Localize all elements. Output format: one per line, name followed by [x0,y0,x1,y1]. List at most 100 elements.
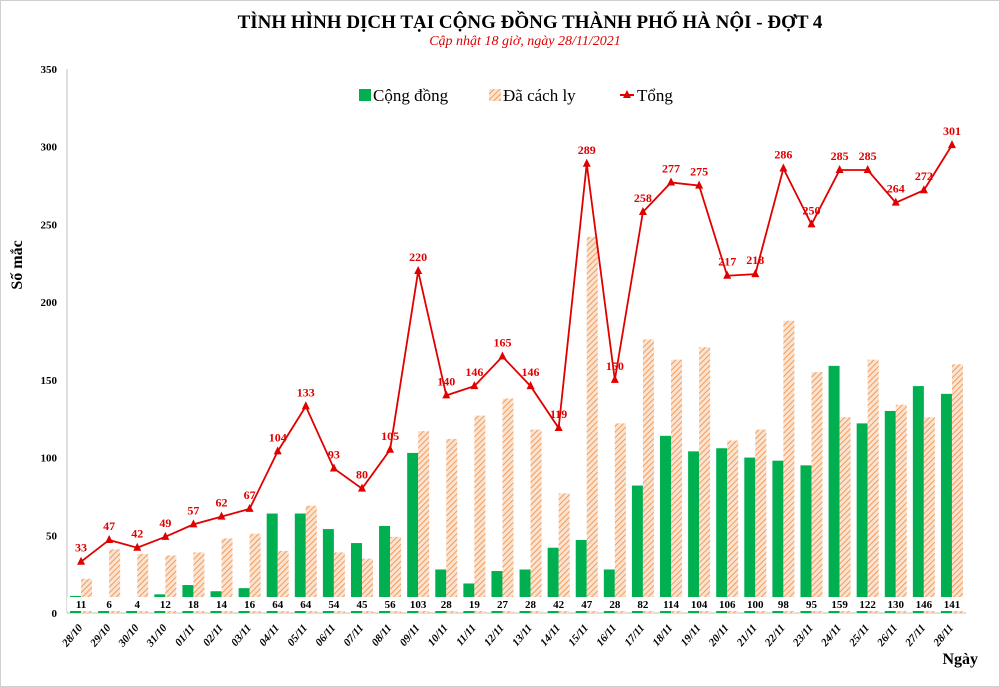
marker-tong [273,446,282,455]
x-tick-label: 24/11 [818,622,844,649]
data-label-tong: 42 [131,527,143,541]
data-label-cong-dong: 27 [497,599,509,611]
data-label-cong-dong: 82 [637,599,649,611]
bar-da-cach-ly [446,438,458,613]
data-label-tong: 289 [578,143,596,157]
bar-cong-dong [660,435,672,613]
bar-cong-dong [491,571,503,613]
x-tick-label: 05/11 [285,622,310,648]
bar-da-cach-ly [727,440,739,613]
data-label-bg [825,597,854,611]
data-label-cong-dong: 159 [831,599,848,611]
bar-da-cach-ly [839,417,851,613]
data-label-cong-dong: 56 [385,599,397,611]
bar-da-cach-ly [193,552,205,613]
data-label-cong-dong: 95 [806,599,818,611]
data-label-cong-dong: 16 [244,599,256,611]
data-label-tong: 301 [943,124,961,138]
marker-tong [891,197,900,206]
x-tick-label: 09/11 [398,622,423,648]
y-tick-label: 150 [41,375,58,387]
data-label-tong: 286 [774,147,792,161]
bar-cong-dong [519,569,531,613]
data-label-cong-dong: 103 [410,599,427,611]
data-label-bg [179,597,208,611]
x-tick-label: 16/11 [594,622,619,648]
marker-tong [105,534,114,543]
bar-da-cach-ly [923,417,935,613]
bar-da-cach-ly [502,398,514,613]
data-label-bg [207,597,236,611]
data-label-cong-dong: 98 [778,599,790,611]
data-label-cong-dong: 104 [691,599,708,611]
x-tick-label: 18/11 [650,622,675,648]
data-label-tong: 67 [244,488,256,502]
bar-da-cach-ly [361,558,373,613]
data-label-bg [67,597,96,611]
x-tick-label: 03/11 [229,622,254,648]
bar-da-cach-ly [221,538,233,613]
data-label-cong-dong: 12 [160,599,172,611]
data-label-tong: 146 [465,365,483,379]
x-tick-label: 04/11 [257,622,282,648]
bar-cong-dong [884,410,896,613]
data-label-bg [769,597,798,611]
bar-da-cach-ly [558,493,570,613]
marker-tong [554,423,563,432]
bar-cong-dong [688,451,700,613]
data-label-bg [263,597,292,611]
bar-cong-dong [744,457,756,613]
x-tick-label: 12/11 [482,622,507,648]
bar-da-cach-ly [165,555,177,613]
data-label-tong: 33 [75,541,87,555]
x-tick-label: 23/11 [790,622,816,649]
legend-label-cong-dong: Cộng đồng [373,86,449,105]
y-tick-label: 50 [46,530,58,542]
data-label-bg [937,597,966,611]
data-label-tong: 220 [409,250,427,264]
data-label-cong-dong: 122 [859,599,876,611]
x-tick-label: 28/11 [931,622,957,649]
marker-tong [470,381,479,390]
data-label-tong: 140 [437,374,455,388]
data-label-cong-dong: 28 [441,599,453,611]
data-label-tong: 275 [690,165,708,179]
data-label-cong-dong: 14 [216,599,228,611]
data-label-tong: 218 [746,253,764,267]
data-label-bg [628,597,657,611]
data-label-cong-dong: 4 [134,599,140,611]
bar-da-cach-ly [333,552,345,613]
bar-da-cach-ly [614,423,626,613]
marker-tong [245,503,254,512]
bar-da-cach-ly [867,359,879,613]
data-label-tong: 119 [550,407,567,421]
bar-da-cach-ly [811,372,823,613]
data-label-tong: 264 [887,182,905,196]
bar-da-cach-ly [81,578,93,613]
data-label-tong: 133 [297,385,315,399]
x-tick-label: 22/11 [762,622,788,649]
data-label-bg [685,597,714,611]
x-tick-label: 06/11 [313,622,338,648]
data-label-tong: 285 [859,149,877,163]
x-tick-label: 07/11 [341,622,366,648]
bar-cong-dong [800,465,812,613]
data-label-bg [404,597,433,611]
marker-tong [414,266,423,275]
marker-tong [357,483,366,492]
y-axis-label: Số mắc [9,240,26,289]
data-label-cong-dong: 45 [356,599,368,611]
data-label-cong-dong: 146 [916,599,933,611]
data-label-cong-dong: 28 [525,599,537,611]
data-label-bg [909,597,938,611]
bar-cong-dong [603,569,615,613]
data-label-tong: 57 [187,503,199,517]
x-tick-label: 27/11 [903,622,929,649]
x-tick-label: 13/11 [510,622,535,648]
data-label-cong-dong: 141 [944,599,961,611]
x-tick-label: 01/11 [173,622,198,648]
x-tick-label: 21/11 [734,622,760,649]
data-label-cong-dong: 18 [188,599,200,611]
data-label-bg [657,597,686,611]
data-label-tong: 93 [328,447,340,461]
